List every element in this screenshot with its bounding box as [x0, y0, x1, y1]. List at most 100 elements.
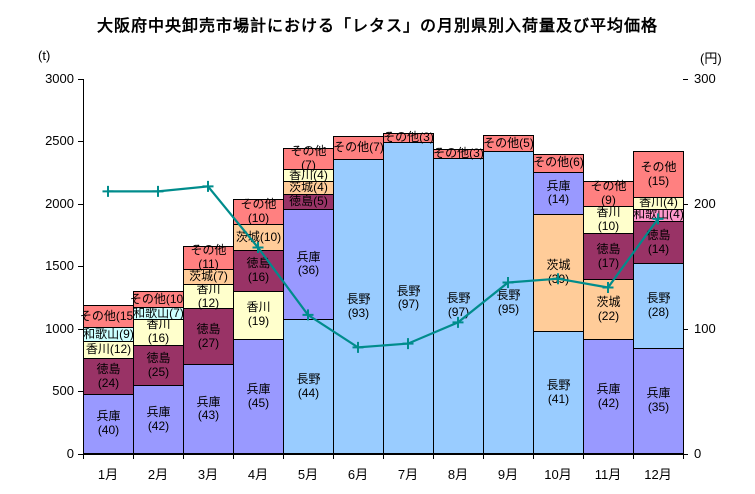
- bar-segment-茨城: 茨城 (39): [533, 213, 584, 332]
- x-axis-month-label: 2月: [147, 467, 169, 482]
- bar-segment-label: 茨城(4): [289, 180, 328, 195]
- bar-segment-label: 徳島 (17): [596, 241, 621, 270]
- bar-segment-長野: 長野 (97): [433, 158, 484, 455]
- bar-segment-香川: 香川(4): [283, 167, 334, 183]
- bar-segment-label: その他(10): [129, 291, 188, 306]
- bar-segment-label: その他(7): [333, 140, 384, 155]
- left-axis-tick-label: 1500: [45, 258, 74, 274]
- right-axis-tick: [683, 79, 688, 80]
- bar-segment-label: 長野 (93): [346, 291, 371, 320]
- x-axis-tick: [633, 454, 634, 459]
- bar-segment-label: その他(10): [240, 197, 277, 226]
- bar-segment-徳島: 徳島 (14): [633, 220, 684, 265]
- bar-segment-長野: 長野 (41): [533, 330, 584, 455]
- bar-segment-label: 長野 (28): [646, 291, 671, 319]
- bar-segment-label: 徳島 (16): [246, 255, 271, 284]
- bar-segment-label: 長野 (41): [546, 377, 571, 406]
- x-axis-tick: [533, 454, 534, 459]
- bar-segment-その他: その他(5): [483, 135, 534, 153]
- bar-segment-兵庫: 兵庫 (36): [283, 208, 334, 320]
- bar-segment-茨城: 茨城(4): [283, 180, 334, 195]
- bar-segment-label: 長野 (44): [296, 371, 321, 400]
- right-axis-tick: [683, 203, 688, 205]
- bar-segment-その他: その他(15): [633, 151, 684, 198]
- bar-segment-和歌山: 和歌山(9): [83, 326, 134, 342]
- left-axis-tick-label: 2500: [45, 133, 74, 149]
- x-axis-tick: [483, 454, 484, 459]
- right-axis-tick: [683, 328, 688, 330]
- right-axis-tick-label: 100: [694, 320, 716, 336]
- bar-segment-label: その他(6): [533, 155, 584, 170]
- bar-segment-label: 香川(12): [85, 342, 132, 357]
- bar-segment-その他: その他 (11): [183, 243, 234, 272]
- bar-segment-その他: その他(6): [533, 153, 584, 173]
- bar-segment-label: その他(15): [640, 159, 677, 188]
- bar-segment-label: 長野 (97): [396, 283, 421, 312]
- bar-segment-label: 和歌山(7): [133, 305, 184, 320]
- bar-segment-その他: その他(3): [433, 146, 484, 160]
- bar-segment-label: 和歌山(4): [633, 207, 684, 222]
- bar-segment-香川: 香川 (19): [233, 290, 284, 340]
- bar-segment-茨城: 茨城(10): [233, 224, 284, 251]
- bar-segment-その他: その他(7): [283, 144, 334, 172]
- left-axis-tick: [78, 391, 83, 393]
- right-axis-unit: (円): [700, 51, 722, 66]
- bar-segment-兵庫: 兵庫 (14): [533, 171, 584, 215]
- x-axis-month-label: 9月: [497, 467, 519, 482]
- bar-segment-その他: その他(10): [129, 291, 188, 309]
- x-axis-tick: [583, 454, 584, 459]
- bar-segment-その他: その他(7): [333, 136, 384, 160]
- bar-segment-label: 兵庫 (40): [96, 409, 121, 438]
- bar-segment-香川: 香川 (16): [133, 317, 184, 346]
- bar-segment-label: 香川 (16): [146, 317, 171, 346]
- right-axis-tick: [683, 453, 688, 455]
- bar-segment-label: 兵庫 (14): [546, 178, 571, 207]
- right-axis-tick-label: 300: [694, 71, 716, 86]
- x-axis-month-label: 8月: [447, 467, 469, 482]
- bar-segment-label: 茨城 (22): [596, 294, 621, 323]
- bar-segment-label: 兵庫 (42): [146, 405, 171, 433]
- chart-title: 大阪府中央卸売市場計における「レタス」の月別県別入荷量及び平均価格: [96, 18, 658, 35]
- bar-segment-label: 徳島 (14): [646, 227, 671, 256]
- left-axis-tick-label: 0: [66, 445, 74, 461]
- left-axis-tick: [78, 79, 83, 80]
- bar-segment-label: 兵庫 (35): [646, 386, 671, 415]
- left-axis-tick-label: 2000: [45, 195, 74, 211]
- bar-segment-label: 香川(4): [289, 167, 328, 182]
- bar-segment-茨城: 茨城(7): [183, 269, 234, 285]
- bar-segment-label: 香川(4): [639, 195, 678, 210]
- bar-segment-徳島: 徳島(5): [283, 193, 334, 210]
- bar-segment-兵庫: 兵庫 (40): [83, 394, 134, 455]
- bar-segment-label: 兵庫 (42): [596, 382, 621, 410]
- left-axis-tick: [78, 141, 83, 143]
- bar-segment-その他: その他(15): [80, 304, 137, 329]
- x-axis-month-label: 6月: [347, 467, 369, 482]
- bar-segment-label: 和歌山(9): [83, 326, 134, 341]
- bar-segment-label: 茨城(7): [189, 268, 228, 283]
- x-axis-month-label: 11月: [594, 467, 622, 482]
- x-axis-month-label: 10月: [544, 467, 572, 482]
- bar-segment-その他: その他(10): [233, 197, 284, 226]
- bar-segment-label: その他 (11): [190, 243, 227, 272]
- left-axis-unit: (t): [38, 48, 51, 63]
- bar-segment-label: 茨城 (39): [546, 257, 571, 286]
- x-axis-month-label: 4月: [247, 467, 269, 482]
- bar-segment-label: 兵庫 (45): [246, 381, 271, 410]
- bar-segment-徳島: 徳島 (25): [133, 344, 184, 387]
- bar-segment-label: 兵庫 (36): [296, 249, 321, 278]
- bar-segment-兵庫: 兵庫 (42): [583, 339, 634, 455]
- bar-segment-label: その他(3): [383, 130, 434, 145]
- left-axis-tick: [78, 328, 83, 330]
- bar-segment-label: 徳島 (25): [146, 350, 171, 379]
- bar-segment-その他: その他(3): [383, 130, 434, 145]
- x-axis-month-label: 7月: [397, 467, 419, 482]
- bar-segment-label: 徳島 (27): [196, 322, 221, 350]
- bar-segment-香川: 香川(12): [183, 282, 234, 310]
- bar-segment-長野: 長野 (95): [483, 151, 534, 455]
- bar-segment-長野: 長野 (97): [383, 142, 434, 455]
- x-axis-tick: [433, 454, 434, 459]
- bar-segment-兵庫: 兵庫 (45): [233, 338, 284, 455]
- x-axis-month-label: 1月: [97, 467, 119, 482]
- bar-segment-label: 茨城(10): [235, 229, 282, 244]
